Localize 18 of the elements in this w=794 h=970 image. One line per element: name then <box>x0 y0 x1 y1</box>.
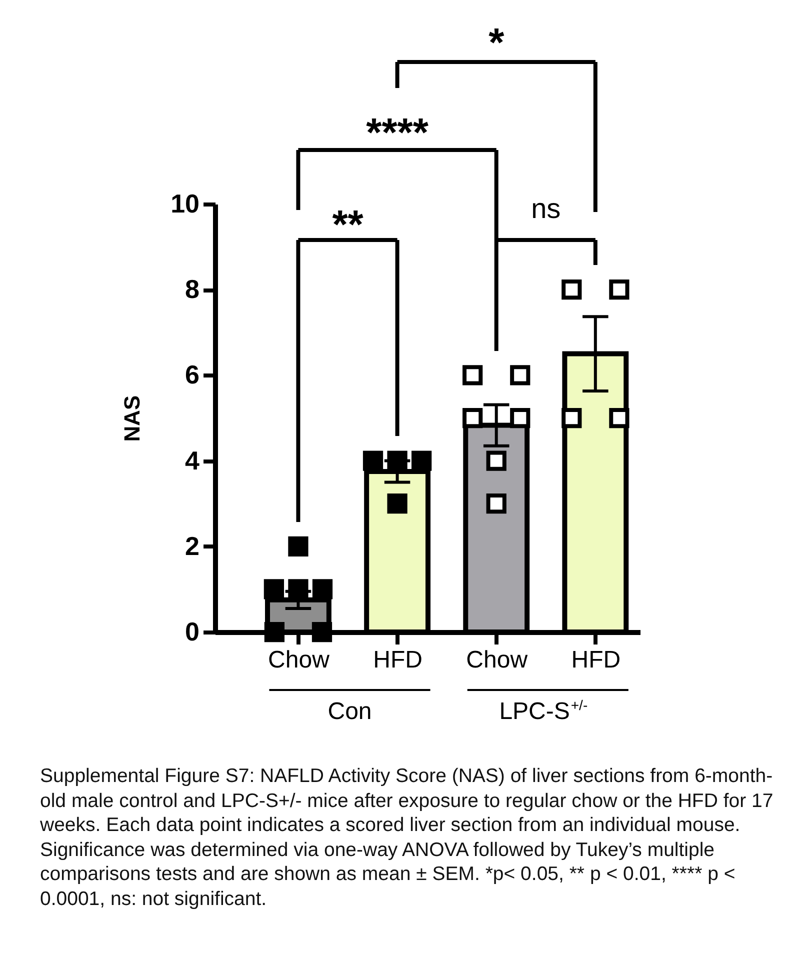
text: **** <box>366 111 429 155</box>
y-axis-title: NAS <box>120 395 145 442</box>
x-tick-label: HFD <box>373 646 422 674</box>
annotation: ns <box>531 193 561 224</box>
text: LPC-S+/- <box>499 697 588 725</box>
x-tick-label: HFD <box>571 646 621 674</box>
y-tick-label: 4 <box>185 445 200 476</box>
y-tick-label: 0 <box>185 616 200 646</box>
x-tick-label: Chow <box>466 646 528 674</box>
y-tick-label: 10 <box>170 188 200 218</box>
y-tick-label: 6 <box>185 360 200 390</box>
text: Con <box>328 698 372 725</box>
text: * <box>488 21 505 65</box>
text: Supplemental Figure S7: NAFLD Activity Score (NAS) of liver sections from 6-month-old male control and LPC-S+/- mice after exposure to regular chow or the HFD for 17 weeks. Each data point indicates a scored liver section from an individual mouse. Significance was determined via one-way ANOVA followed by Tukey’s multiple comparisons tests and are shown as mean ± SEM. *p< 0.05, ** p < 0.01, **** p < 0.0001, ns: not significant. <box>40 764 774 911</box>
x-tick-label: Chow <box>268 646 330 674</box>
y-tick-label: 8 <box>185 274 200 304</box>
y-tick-label: 2 <box>185 530 200 561</box>
annotation: ** <box>332 203 364 247</box>
